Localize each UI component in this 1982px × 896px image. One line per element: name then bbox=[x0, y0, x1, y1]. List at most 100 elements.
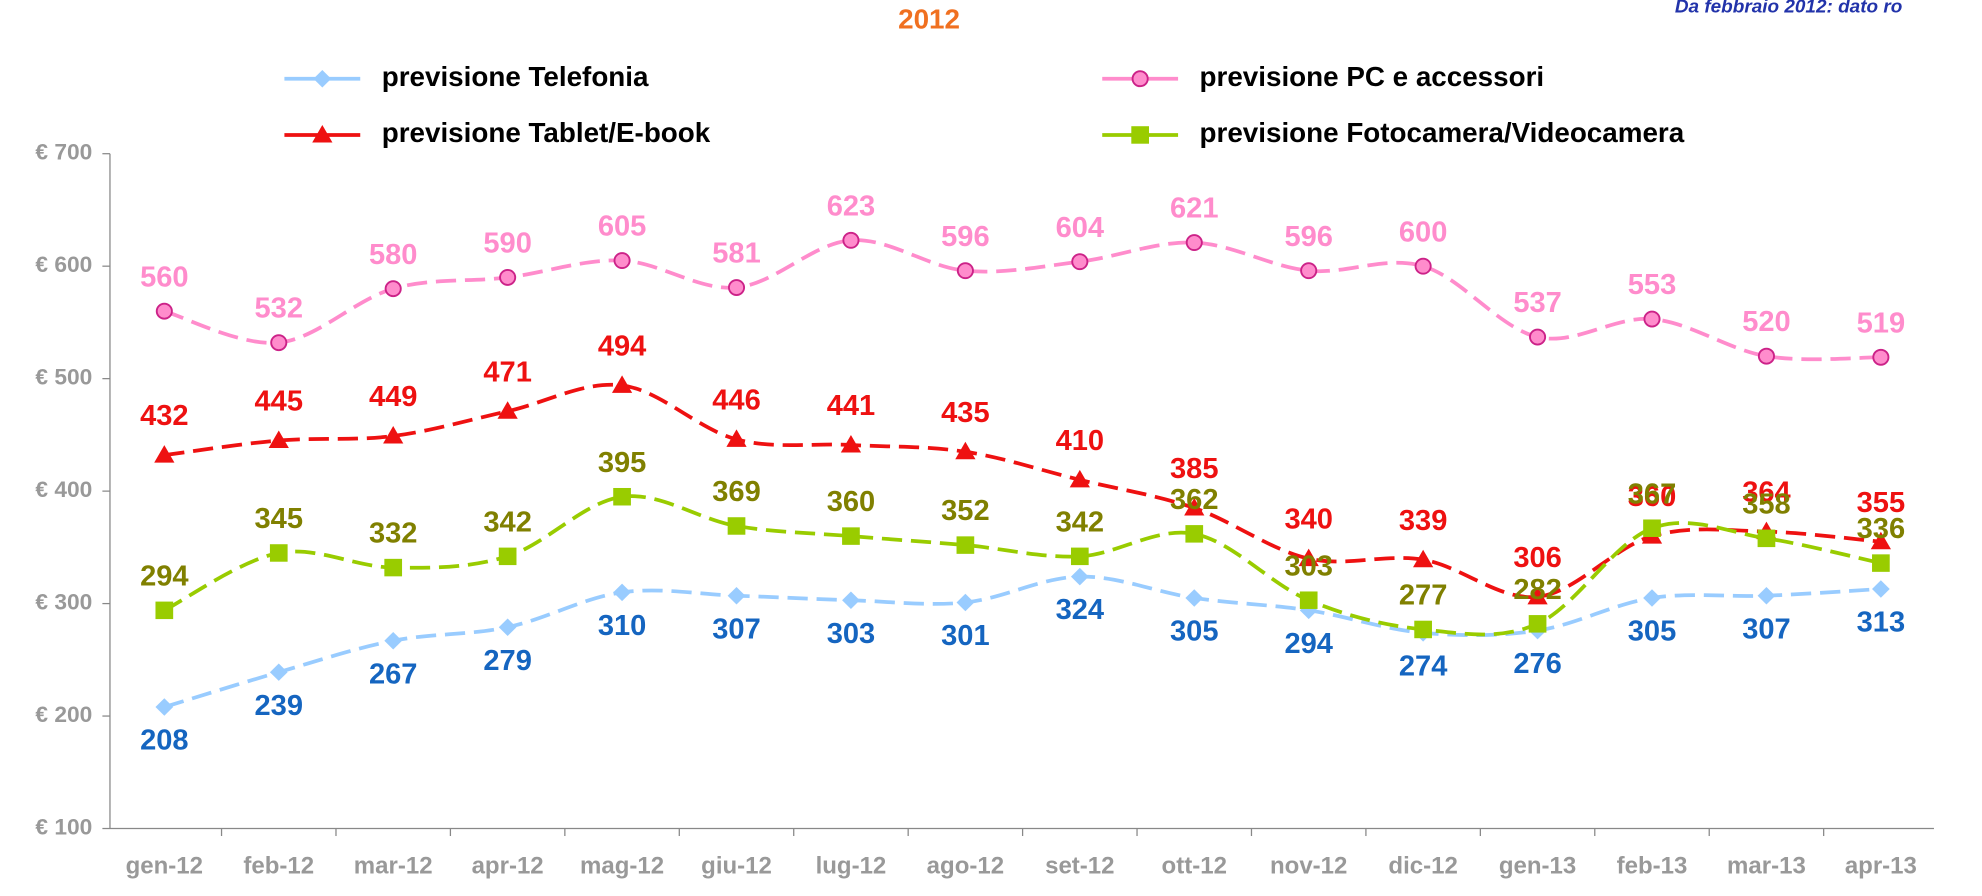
data-label: 339 bbox=[1399, 505, 1447, 537]
data-label: 303 bbox=[827, 618, 875, 650]
x-tick-label: feb-13 bbox=[1617, 853, 1688, 880]
marker bbox=[1299, 591, 1318, 609]
data-label: 340 bbox=[1284, 504, 1332, 536]
marker bbox=[155, 698, 174, 716]
y-tick-label: € 100 bbox=[35, 815, 92, 840]
data-label: 553 bbox=[1628, 269, 1676, 301]
marker bbox=[842, 527, 860, 545]
series-line bbox=[163, 574, 1881, 709]
marker bbox=[840, 435, 862, 453]
data-label: 306 bbox=[1513, 542, 1561, 574]
x-tick-label: mar-12 bbox=[354, 853, 433, 880]
marker bbox=[499, 268, 517, 286]
x-tick-label: ott-12 bbox=[1162, 853, 1227, 880]
marker bbox=[956, 536, 975, 554]
data-label: 537 bbox=[1513, 287, 1561, 319]
x-tick-label: gen-12 bbox=[126, 853, 203, 880]
legend-label: previsione Fotocamera/Videocamera bbox=[1200, 117, 1685, 148]
marker bbox=[1184, 497, 1205, 516]
marker bbox=[384, 558, 403, 577]
x-tick-label: dic-12 bbox=[1388, 853, 1457, 880]
data-label: 303 bbox=[1284, 550, 1332, 582]
marker bbox=[155, 601, 174, 620]
data-label: 294 bbox=[1284, 628, 1332, 660]
data-label: 301 bbox=[941, 620, 989, 652]
marker bbox=[270, 334, 288, 352]
marker bbox=[1070, 547, 1089, 566]
y-tick-label: € 200 bbox=[35, 702, 92, 727]
note: Da febbraio 2012: dato ro bbox=[1675, 0, 1902, 16]
data-label: 267 bbox=[369, 658, 417, 690]
marker bbox=[1298, 548, 1319, 567]
data-label: 395 bbox=[598, 447, 646, 479]
marker bbox=[1300, 262, 1318, 280]
marker bbox=[1643, 310, 1661, 328]
x-tick-label: apr-12 bbox=[472, 853, 544, 880]
marker bbox=[956, 262, 974, 280]
legend-label: previsione Tablet/E-book bbox=[382, 117, 711, 148]
data-label: 560 bbox=[140, 261, 188, 293]
y-tick-label: € 700 bbox=[35, 140, 92, 165]
data-label: 307 bbox=[712, 613, 760, 645]
data-label: 282 bbox=[1513, 574, 1561, 606]
marker bbox=[1185, 589, 1204, 607]
marker bbox=[1185, 525, 1204, 543]
marker bbox=[1872, 580, 1890, 598]
marker bbox=[1131, 126, 1150, 144]
marker bbox=[613, 487, 631, 506]
data-label: 310 bbox=[598, 610, 646, 642]
data-label: 600 bbox=[1399, 216, 1447, 248]
marker bbox=[1413, 549, 1434, 568]
series-line bbox=[163, 494, 1882, 637]
y-tick-label: € 600 bbox=[35, 252, 92, 277]
data-label: 519 bbox=[1857, 308, 1905, 340]
data-label: 276 bbox=[1513, 648, 1561, 680]
marker bbox=[1757, 347, 1775, 365]
data-label: 580 bbox=[369, 239, 417, 271]
marker bbox=[1643, 519, 1661, 537]
marker bbox=[269, 663, 288, 681]
marker bbox=[313, 69, 332, 88]
legend-label: previsione PC e accessori bbox=[1200, 61, 1545, 92]
x-tick-label: giu-12 bbox=[701, 853, 772, 880]
x-tick-label: apr-13 bbox=[1845, 853, 1917, 880]
data-label: 360 bbox=[1628, 481, 1676, 513]
data-label: 604 bbox=[1056, 212, 1104, 244]
x-tick-label: set-12 bbox=[1045, 853, 1114, 880]
marker bbox=[1757, 586, 1776, 605]
data-label: 358 bbox=[1742, 489, 1790, 521]
data-label: 239 bbox=[255, 690, 303, 722]
y-tick-label: € 500 bbox=[35, 365, 92, 390]
data-label: 435 bbox=[941, 397, 989, 429]
data-label: 274 bbox=[1399, 651, 1447, 683]
marker bbox=[384, 631, 403, 650]
series-line bbox=[164, 382, 1882, 599]
marker bbox=[1528, 615, 1547, 633]
data-label: 364 bbox=[1742, 477, 1790, 509]
x-tick-label: feb-12 bbox=[243, 853, 314, 880]
marker bbox=[1529, 328, 1547, 346]
legend-label: previsione Telefonia bbox=[382, 61, 649, 92]
data-label: 369 bbox=[712, 476, 760, 508]
data-label: 313 bbox=[1857, 607, 1905, 639]
data-label: 532 bbox=[255, 293, 303, 325]
x-tick-label: nov-12 bbox=[1270, 853, 1347, 880]
marker bbox=[1870, 531, 1891, 550]
data-label: 336 bbox=[1857, 513, 1905, 545]
data-label: 342 bbox=[1056, 507, 1104, 539]
data-label: 605 bbox=[598, 211, 646, 243]
data-label: 471 bbox=[483, 357, 531, 389]
marker bbox=[498, 547, 517, 566]
marker bbox=[955, 441, 976, 460]
data-label: 432 bbox=[140, 400, 188, 432]
data-label: 208 bbox=[140, 725, 188, 757]
data-label: 355 bbox=[1857, 487, 1905, 519]
marker bbox=[1414, 620, 1432, 639]
marker bbox=[1185, 234, 1203, 251]
data-label: 307 bbox=[1742, 613, 1790, 645]
data-label: 279 bbox=[483, 645, 531, 677]
data-label: 494 bbox=[598, 331, 646, 363]
marker bbox=[613, 583, 631, 602]
data-label: 441 bbox=[827, 390, 875, 422]
